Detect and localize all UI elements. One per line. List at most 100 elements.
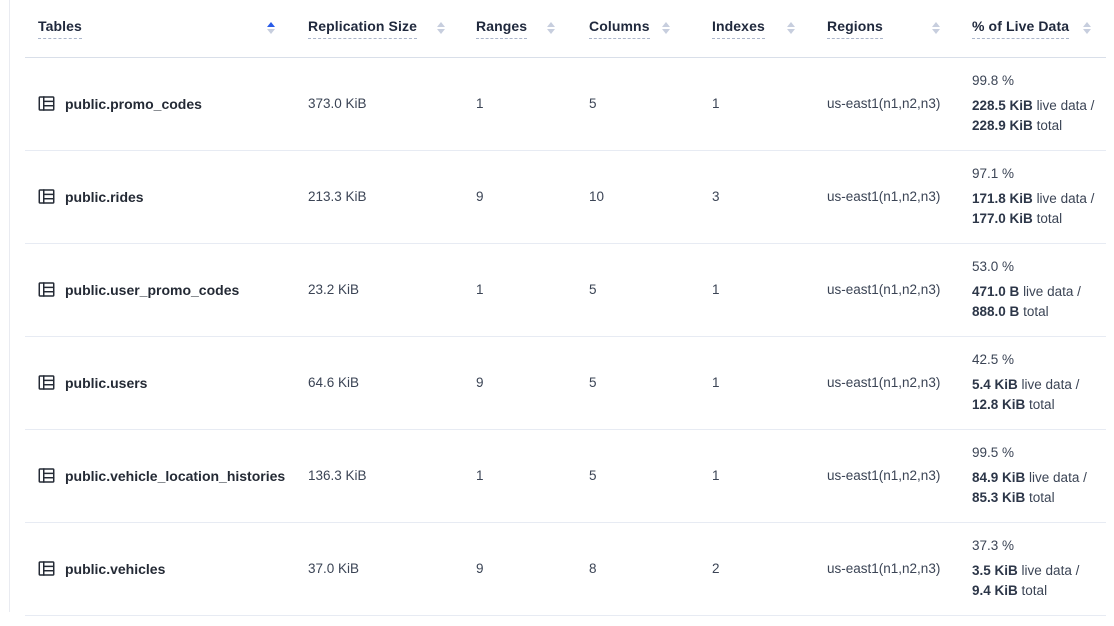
replication-size-cell: 23.2 KiB xyxy=(290,243,460,337)
replication-size-cell: 373.0 KiB xyxy=(290,57,460,151)
table-icon xyxy=(38,374,55,391)
total-size-value: 228.9 KiB xyxy=(972,118,1033,133)
table-row[interactable]: public.promo_codes 373.0 KiB 1 5 1 us-ea… xyxy=(25,57,1106,151)
live-data-cell: 42.5 % 5.4 KiB live data / 12.8 KiB tota… xyxy=(955,336,1106,430)
ranges-cell: 9 xyxy=(460,522,570,616)
sort-icon[interactable] xyxy=(547,22,555,35)
table-row[interactable]: public.rides 213.3 KiB 9 10 3 us-east1(n… xyxy=(25,150,1106,244)
total-size-label: total xyxy=(1029,490,1055,505)
table-name-cell: public.vehicles xyxy=(25,522,290,616)
sort-icon[interactable] xyxy=(267,22,275,35)
column-header-indexes[interactable]: Indexes xyxy=(685,0,810,58)
live-size-value: 84.9 KiB xyxy=(972,470,1026,485)
table-name-cell: public.vehicle_location_histories xyxy=(25,429,290,523)
indexes-cell: 1 xyxy=(685,57,810,151)
table-name-link[interactable]: public.user_promo_codes xyxy=(65,281,240,298)
columns-cell: 8 xyxy=(570,522,685,616)
ranges-cell: 1 xyxy=(460,429,570,523)
total-size-value: 85.3 KiB xyxy=(972,490,1026,505)
live-data-percent: 99.8 % xyxy=(972,73,1015,88)
regions-cell: us-east1(n1,n2,n3) xyxy=(810,150,955,244)
column-label: Tables xyxy=(38,18,82,39)
live-data-percent: 37.3 % xyxy=(972,538,1015,553)
table-icon xyxy=(38,560,55,577)
live-size-value: 3.5 KiB xyxy=(972,563,1018,578)
live-data-percent: 42.5 % xyxy=(972,352,1015,367)
live-size-label: live data / xyxy=(1036,98,1095,113)
column-header-ranges[interactable]: Ranges xyxy=(460,0,570,58)
indexes-cell: 1 xyxy=(685,243,810,337)
live-data-cell: 53.0 % 471.0 B live data / 888.0 B total xyxy=(955,243,1106,337)
table-icon xyxy=(38,281,55,298)
live-data-cell: 99.8 % 228.5 KiB live data / 228.9 KiB t… xyxy=(955,57,1106,151)
total-size-label: total xyxy=(1029,397,1055,412)
sort-icon[interactable] xyxy=(932,22,940,35)
table-row[interactable]: public.vehicle_location_histories 136.3 … xyxy=(25,429,1106,523)
sort-icon[interactable] xyxy=(662,22,670,35)
live-data-cell: 99.5 % 84.9 KiB live data / 85.3 KiB tot… xyxy=(955,429,1106,523)
total-size-label: total xyxy=(1021,583,1048,598)
columns-cell: 5 xyxy=(570,336,685,430)
table-icon xyxy=(38,188,55,205)
tables-list: Tables Replication Size Ranges xyxy=(25,0,1106,616)
table-name-cell: public.user_promo_codes xyxy=(25,243,290,337)
column-header-replication-size[interactable]: Replication Size xyxy=(290,0,460,58)
indexes-cell: 1 xyxy=(685,429,810,523)
column-header-live-data[interactable]: % of Live Data xyxy=(955,0,1106,58)
sort-icon[interactable] xyxy=(1083,22,1091,35)
column-header-tables[interactable]: Tables xyxy=(25,0,290,58)
total-size-value: 177.0 KiB xyxy=(972,211,1033,226)
table-name-link[interactable]: public.rides xyxy=(65,188,144,205)
header-row: Tables Replication Size Ranges xyxy=(25,0,1106,58)
tables-list-container: Tables Replication Size Ranges xyxy=(25,0,1106,616)
column-label: Regions xyxy=(827,18,883,39)
ranges-cell: 1 xyxy=(460,57,570,151)
live-data-percent: 53.0 % xyxy=(972,259,1015,274)
table-row[interactable]: public.vehicles 37.0 KiB 9 8 2 us-east1(… xyxy=(25,522,1106,616)
live-size-value: 5.4 KiB xyxy=(972,377,1018,392)
column-label: Columns xyxy=(589,18,650,39)
column-label: % of Live Data xyxy=(972,18,1070,39)
table-name-link[interactable]: public.promo_codes xyxy=(65,95,202,112)
live-data-cell: 97.1 % 171.8 KiB live data / 177.0 KiB t… xyxy=(955,150,1106,244)
live-size-label: live data / xyxy=(1036,191,1095,206)
ranges-cell: 1 xyxy=(460,243,570,337)
columns-cell: 10 xyxy=(570,150,685,244)
total-size-label: total xyxy=(1036,211,1063,226)
sort-icon[interactable] xyxy=(437,22,445,35)
replication-size-cell: 213.3 KiB xyxy=(290,150,460,244)
column-header-regions[interactable]: Regions xyxy=(810,0,955,58)
replication-size-cell: 64.6 KiB xyxy=(290,336,460,430)
table-name-link[interactable]: public.users xyxy=(65,374,148,391)
column-header-columns[interactable]: Columns xyxy=(570,0,685,58)
columns-cell: 5 xyxy=(570,57,685,151)
live-size-value: 171.8 KiB xyxy=(972,191,1033,206)
live-size-label: live data / xyxy=(1023,284,1081,299)
replication-size-cell: 136.3 KiB xyxy=(290,429,460,523)
regions-cell: us-east1(n1,n2,n3) xyxy=(810,522,955,616)
table-name-link[interactable]: public.vehicles xyxy=(65,560,166,577)
live-data-percent: 97.1 % xyxy=(972,166,1015,181)
table-name-cell: public.users xyxy=(25,336,290,430)
ranges-cell: 9 xyxy=(460,150,570,244)
page-left-divider xyxy=(9,0,10,612)
column-label: Indexes xyxy=(712,18,765,39)
table-row[interactable]: public.users 64.6 KiB 9 5 1 us-east1(n1,… xyxy=(25,336,1106,430)
live-size-label: live data / xyxy=(1021,563,1080,578)
table-name-cell: public.promo_codes xyxy=(25,57,290,151)
total-size-label: total xyxy=(1023,304,1049,319)
live-size-value: 471.0 B xyxy=(972,284,1020,299)
table-row[interactable]: public.user_promo_codes 23.2 KiB 1 5 1 u… xyxy=(25,243,1106,337)
total-size-value: 12.8 KiB xyxy=(972,397,1026,412)
indexes-cell: 1 xyxy=(685,336,810,430)
live-size-label: live data / xyxy=(1029,470,1087,485)
total-size-value: 888.0 B xyxy=(972,304,1020,319)
indexes-cell: 2 xyxy=(685,522,810,616)
total-size-label: total xyxy=(1036,118,1063,133)
regions-cell: us-east1(n1,n2,n3) xyxy=(810,336,955,430)
sort-icon[interactable] xyxy=(787,22,795,35)
ranges-cell: 9 xyxy=(460,336,570,430)
table-name-link[interactable]: public.vehicle_location_histories xyxy=(65,467,286,484)
live-size-label: live data / xyxy=(1021,377,1080,392)
